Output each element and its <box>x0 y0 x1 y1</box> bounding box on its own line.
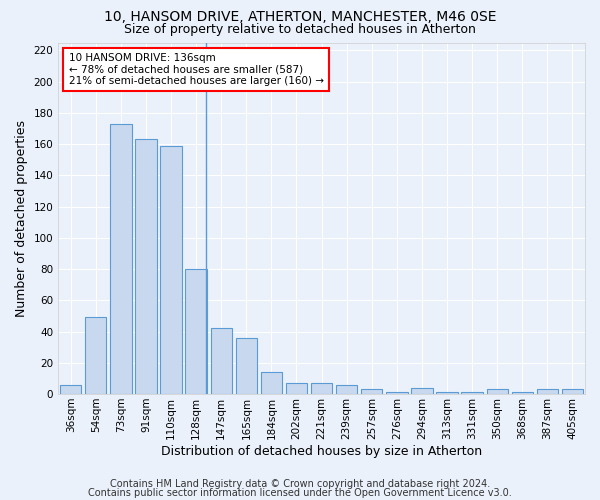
Text: 10 HANSOM DRIVE: 136sqm
← 78% of detached houses are smaller (587)
21% of semi-d: 10 HANSOM DRIVE: 136sqm ← 78% of detache… <box>69 53 324 86</box>
Bar <box>136 140 157 394</box>
Bar <box>336 384 358 394</box>
Text: Contains HM Land Registry data © Crown copyright and database right 2024.: Contains HM Land Registry data © Crown c… <box>110 479 490 489</box>
Bar <box>436 392 458 394</box>
Bar <box>211 328 232 394</box>
Bar <box>487 390 508 394</box>
X-axis label: Distribution of detached houses by size in Atherton: Distribution of detached houses by size … <box>161 444 482 458</box>
Y-axis label: Number of detached properties: Number of detached properties <box>15 120 28 317</box>
Bar <box>160 146 182 394</box>
Bar <box>110 124 131 394</box>
Bar <box>286 383 307 394</box>
Bar <box>512 392 533 394</box>
Bar <box>411 388 433 394</box>
Bar <box>85 318 106 394</box>
Text: 10, HANSOM DRIVE, ATHERTON, MANCHESTER, M46 0SE: 10, HANSOM DRIVE, ATHERTON, MANCHESTER, … <box>104 10 496 24</box>
Bar <box>386 392 407 394</box>
Bar <box>311 383 332 394</box>
Bar <box>562 390 583 394</box>
Bar <box>461 392 483 394</box>
Text: Contains public sector information licensed under the Open Government Licence v3: Contains public sector information licen… <box>88 488 512 498</box>
Bar <box>185 269 207 394</box>
Bar <box>361 390 382 394</box>
Bar <box>236 338 257 394</box>
Bar <box>537 390 558 394</box>
Bar <box>60 384 82 394</box>
Bar <box>261 372 282 394</box>
Text: Size of property relative to detached houses in Atherton: Size of property relative to detached ho… <box>124 22 476 36</box>
